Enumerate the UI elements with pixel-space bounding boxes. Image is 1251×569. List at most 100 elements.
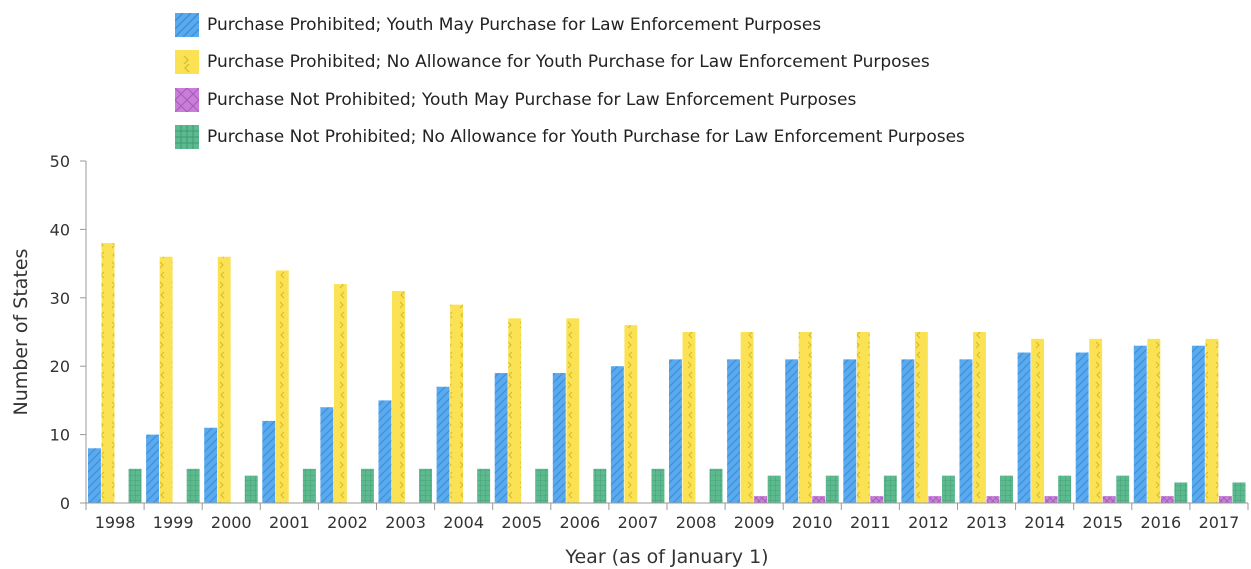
bar-not-prohibited-no-allowance-2015[interactable] bbox=[1116, 475, 1130, 503]
bar-prohibited-no-allowance-2011[interactable] bbox=[856, 332, 870, 503]
bar-prohibited-no-allowance-2001[interactable] bbox=[275, 270, 289, 503]
bar-not-prohibited-youth-may-2016[interactable] bbox=[1160, 496, 1174, 503]
x-ticks-group: 1998 1999 2000 2001 2002 2003 2004 2005 2006 2007… bbox=[85, 503, 1249, 532]
bar-prohibited-no-allowance-2007[interactable] bbox=[624, 325, 638, 503]
bar-not-prohibited-no-allowance-2014[interactable] bbox=[1058, 475, 1072, 503]
x-tick-label: 2002 bbox=[327, 513, 368, 532]
bar-prohibited-youth-may-2013[interactable] bbox=[959, 359, 973, 503]
bar-prohibited-no-allowance-2014[interactable] bbox=[1031, 338, 1045, 503]
bar-not-prohibited-no-allowance-2002[interactable] bbox=[360, 468, 374, 503]
bar-not-prohibited-youth-may-2017[interactable] bbox=[1218, 496, 1232, 503]
legend-item-not-prohibited-youth-may-purchase[interactable]: Purchase Not Prohibited; Youth May Purch… bbox=[175, 81, 965, 119]
bar-not-prohibited-youth-may-2013[interactable] bbox=[986, 496, 1000, 503]
bar-not-prohibited-youth-may-2014[interactable] bbox=[1044, 496, 1058, 503]
bar-prohibited-no-allowance-2004[interactable] bbox=[450, 304, 464, 503]
legend-item-prohibited-no-allowance[interactable]: Purchase Prohibited; No Allowance for Yo… bbox=[175, 44, 965, 82]
y-tick-label: 30 bbox=[50, 289, 70, 308]
y-tick-label: 40 bbox=[50, 220, 70, 239]
bar-not-prohibited-no-allowance-2011[interactable] bbox=[883, 475, 897, 503]
legend-swatch bbox=[175, 12, 199, 37]
x-tick-label: 1998 bbox=[95, 513, 136, 532]
bar-prohibited-youth-may-1999[interactable] bbox=[146, 434, 160, 503]
bar-prohibited-no-allowance-2012[interactable] bbox=[914, 332, 928, 503]
bar-not-prohibited-no-allowance-2000[interactable] bbox=[244, 475, 258, 503]
legend-swatch bbox=[175, 87, 199, 112]
bar-prohibited-youth-may-2003[interactable] bbox=[378, 400, 392, 503]
bar-prohibited-youth-may-2008[interactable] bbox=[669, 359, 682, 503]
bar-not-prohibited-youth-may-2011[interactable] bbox=[870, 496, 884, 503]
bar-prohibited-youth-may-2014[interactable] bbox=[1017, 352, 1031, 503]
bar-prohibited-no-allowance-2000[interactable] bbox=[217, 256, 231, 503]
bar-not-prohibited-no-allowance-2003[interactable] bbox=[419, 468, 432, 503]
bar-not-prohibited-no-allowance-2005[interactable] bbox=[535, 468, 549, 503]
bar-not-prohibited-no-allowance-1998[interactable] bbox=[128, 468, 142, 503]
bar-prohibited-youth-may-2012[interactable] bbox=[901, 359, 915, 503]
y-tick-label: 50 bbox=[50, 152, 70, 171]
bar-prohibited-no-allowance-2015[interactable] bbox=[1089, 338, 1103, 503]
bar-not-prohibited-no-allowance-2007[interactable] bbox=[651, 468, 665, 503]
bar-prohibited-youth-may-2002[interactable] bbox=[320, 407, 334, 503]
bar-prohibited-no-allowance-1999[interactable] bbox=[159, 256, 173, 503]
x-tick-label: 2015 bbox=[1082, 513, 1123, 532]
bar-not-prohibited-no-allowance-2013[interactable] bbox=[1000, 475, 1014, 503]
x-tick-label: 2003 bbox=[385, 513, 426, 532]
legend-swatch bbox=[175, 125, 199, 150]
bar-not-prohibited-no-allowance-2004[interactable] bbox=[477, 468, 491, 503]
bar-prohibited-youth-may-2007[interactable] bbox=[610, 366, 624, 503]
x-tick-label: 2016 bbox=[1140, 513, 1181, 532]
bar-not-prohibited-youth-may-2015[interactable] bbox=[1102, 496, 1116, 503]
bar-not-prohibited-no-allowance-2016[interactable] bbox=[1174, 482, 1188, 503]
bar-prohibited-youth-may-2011[interactable] bbox=[843, 359, 857, 503]
x-tick-label: 2012 bbox=[908, 513, 949, 532]
x-tick-label: 2009 bbox=[734, 513, 775, 532]
bar-prohibited-no-allowance-2003[interactable] bbox=[392, 290, 405, 503]
bar-not-prohibited-no-allowance-2010[interactable] bbox=[825, 475, 839, 503]
bar-prohibited-no-allowance-2006[interactable] bbox=[566, 318, 580, 503]
bar-prohibited-no-allowance-2008[interactable] bbox=[682, 332, 696, 503]
bar-not-prohibited-youth-may-2012[interactable] bbox=[928, 496, 942, 503]
bar-not-prohibited-no-allowance-2001[interactable] bbox=[302, 468, 316, 503]
y-tick-label: 20 bbox=[50, 357, 70, 376]
x-tick-label: 2014 bbox=[1024, 513, 1065, 532]
bar-not-prohibited-youth-may-2010[interactable] bbox=[812, 496, 826, 503]
bar-not-prohibited-no-allowance-1999[interactable] bbox=[186, 468, 200, 503]
legend: Purchase Prohibited; Youth May Purchase … bbox=[175, 6, 965, 156]
legend-item-prohibited-youth-may-purchase[interactable]: Purchase Prohibited; Youth May Purchase … bbox=[175, 6, 965, 44]
bar-prohibited-no-allowance-2005[interactable] bbox=[508, 318, 522, 503]
bar-prohibited-no-allowance-2013[interactable] bbox=[973, 332, 986, 503]
bar-not-prohibited-no-allowance-2008[interactable] bbox=[709, 468, 723, 503]
bar-prohibited-youth-may-2001[interactable] bbox=[262, 420, 276, 503]
bar-not-prohibited-no-allowance-2006[interactable] bbox=[593, 468, 607, 503]
bar-prohibited-youth-may-2016[interactable] bbox=[1133, 345, 1147, 503]
bar-prohibited-no-allowance-2016[interactable] bbox=[1147, 338, 1161, 503]
x-axis-title: Year (as of January 1) bbox=[564, 546, 768, 568]
bar-prohibited-youth-may-2010[interactable] bbox=[785, 359, 799, 503]
bar-prohibited-youth-may-1998[interactable] bbox=[88, 448, 101, 503]
legend-swatch bbox=[175, 50, 199, 75]
axes-group bbox=[85, 161, 1248, 504]
bar-prohibited-youth-may-2004[interactable] bbox=[436, 386, 450, 503]
legend-label: Purchase Not Prohibited; Youth May Purch… bbox=[207, 89, 857, 110]
bar-prohibited-youth-may-2005[interactable] bbox=[494, 373, 508, 503]
y-axis-title: Number of States bbox=[10, 249, 32, 416]
bar-prohibited-youth-may-2006[interactable] bbox=[552, 373, 566, 503]
legend-item-not-prohibited-no-allowance[interactable]: Purchase Not Prohibited; No Allowance fo… bbox=[175, 119, 965, 157]
bar-prohibited-youth-may-2000[interactable] bbox=[204, 427, 218, 503]
bar-prohibited-youth-may-2017[interactable] bbox=[1191, 345, 1205, 503]
bar-prohibited-youth-may-2009[interactable] bbox=[727, 359, 741, 503]
x-tick-label: 2010 bbox=[792, 513, 833, 532]
bar-prohibited-no-allowance-2017[interactable] bbox=[1205, 338, 1219, 503]
bar-not-prohibited-no-allowance-2017[interactable] bbox=[1232, 482, 1246, 503]
x-tick-label: 2013 bbox=[966, 513, 1007, 532]
y-tick-label: 10 bbox=[50, 426, 70, 445]
bar-prohibited-no-allowance-2010[interactable] bbox=[798, 332, 812, 503]
bar-prohibited-no-allowance-1998[interactable] bbox=[101, 243, 115, 503]
bar-prohibited-youth-may-2015[interactable] bbox=[1075, 352, 1089, 503]
bar-not-prohibited-no-allowance-2012[interactable] bbox=[941, 475, 955, 503]
bars-group bbox=[88, 243, 1246, 503]
bar-prohibited-no-allowance-2002[interactable] bbox=[333, 284, 347, 503]
bar-not-prohibited-no-allowance-2009[interactable] bbox=[767, 475, 781, 503]
bar-not-prohibited-youth-may-2009[interactable] bbox=[754, 496, 768, 503]
bar-prohibited-no-allowance-2009[interactable] bbox=[740, 332, 754, 503]
x-tick-label: 2001 bbox=[269, 513, 310, 532]
